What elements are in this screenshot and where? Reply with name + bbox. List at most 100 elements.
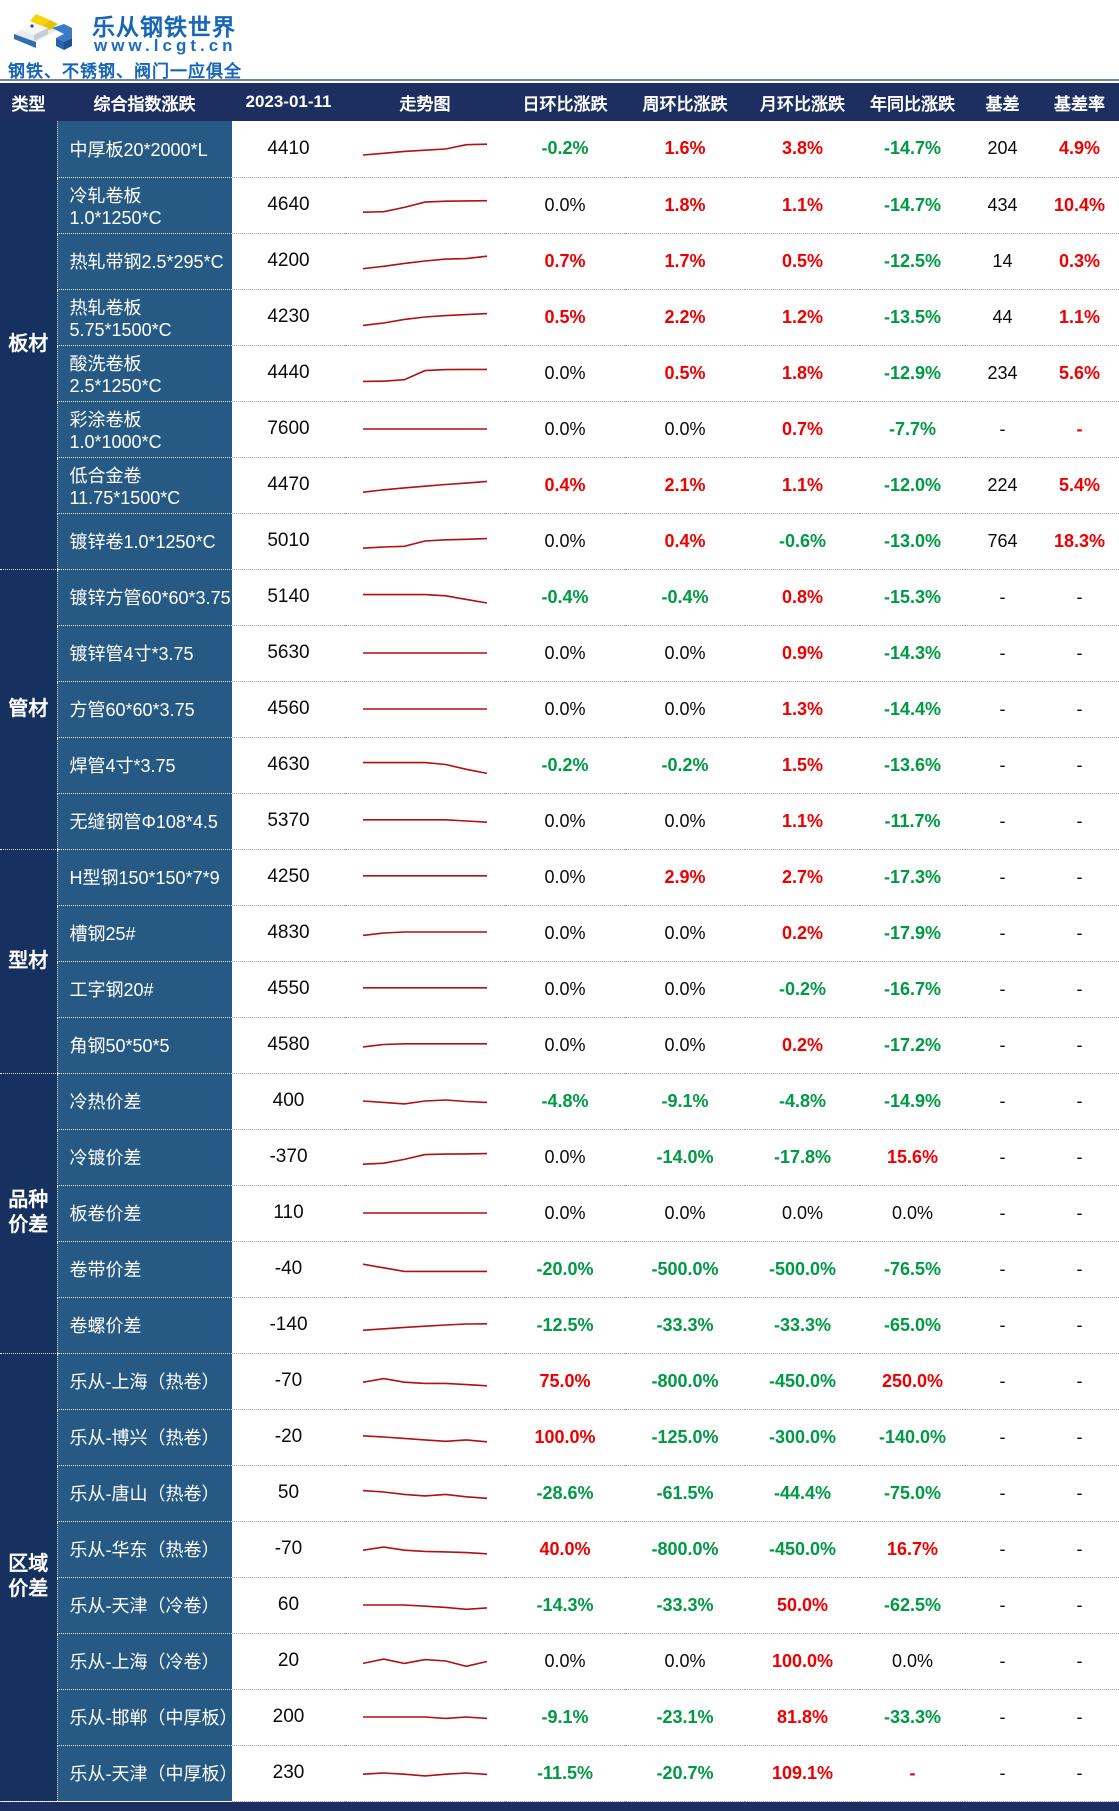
column-header-9: 基差率 xyxy=(1040,83,1119,121)
trend-cell xyxy=(345,121,505,178)
month-change: 100.0% xyxy=(745,1633,860,1690)
basis: - xyxy=(965,1017,1040,1074)
month-change: 1.8% xyxy=(745,345,860,402)
basis: - xyxy=(965,849,1040,906)
basis: 234 xyxy=(965,345,1040,402)
day-change: 75.0% xyxy=(505,1353,625,1410)
month-change: 50.0% xyxy=(745,1577,860,1634)
year-change: -12.9% xyxy=(860,345,965,402)
product-name: 乐从-天津（冷卷） xyxy=(56,1577,232,1634)
table-row: 乐从-华东（热卷） -70 40.0% -800.0% -450.0% 16.7% - - xyxy=(0,1521,1119,1578)
week-change: 0.0% xyxy=(625,793,745,850)
index-value: -20 xyxy=(232,1409,345,1466)
week-change: -14.0% xyxy=(625,1129,745,1186)
index-value: 5140 xyxy=(232,569,345,626)
trend-sparkline xyxy=(363,819,488,823)
product-name: 酸洗卷板2.5*1250*C xyxy=(56,345,232,402)
column-header-6: 月环比涨跌 xyxy=(745,83,860,121)
year-change: -14.7% xyxy=(860,177,965,234)
day-change: -28.6% xyxy=(505,1465,625,1522)
table-row: 热轧卷板5.75*1500*C 4230 0.5% 2.2% 1.2% -13.5% 44 1… xyxy=(0,289,1119,346)
trend-sparkline xyxy=(363,1604,488,1611)
year-change: -14.3% xyxy=(860,625,965,682)
product-name: 乐从-天津（中厚板） xyxy=(56,1745,238,1802)
group-label: 管材 xyxy=(0,569,57,850)
trend-sparkline xyxy=(362,368,487,383)
brand-url-link[interactable]: www.lcgt.cn xyxy=(94,36,237,55)
week-change: 0.0% xyxy=(625,961,745,1018)
basis: - xyxy=(965,1633,1040,1690)
table-header-row: 类型 综合指数涨跌 2023-01-11 走势图 日环比涨跌 周环比涨跌 月环比涨跌 年同比涨… xyxy=(0,83,1119,121)
index-value: 4470 xyxy=(232,457,345,514)
month-change: 1.2% xyxy=(745,289,860,346)
basis-rate: 18.3% xyxy=(1040,513,1119,570)
trend-sparkline xyxy=(362,1772,488,1777)
product-name: 冷热价差 xyxy=(56,1073,232,1130)
basis-rate: - xyxy=(1040,1745,1119,1802)
product-name: 乐从-上海（冷卷） xyxy=(56,1633,232,1690)
trend-sparkline xyxy=(362,1435,488,1443)
product-name: 焊管4寸*3.75 xyxy=(56,737,232,794)
week-change: 0.0% xyxy=(625,625,745,682)
trend-sparkline xyxy=(363,987,487,989)
basis: 44 xyxy=(965,289,1040,346)
week-change: -9.1% xyxy=(625,1073,745,1130)
product-name: 无缝钢管Φ108*4.5 xyxy=(56,793,232,850)
index-value: 7600 xyxy=(232,401,345,458)
day-change: 0.0% xyxy=(505,1017,625,1074)
week-change: -33.3% xyxy=(625,1577,745,1634)
basis: 224 xyxy=(965,457,1040,514)
product-name: H型钢150*150*7*9 xyxy=(56,849,232,906)
basis: - xyxy=(965,1689,1040,1746)
month-change: -0.2% xyxy=(745,961,860,1018)
year-change: 15.6% xyxy=(860,1129,965,1186)
product-name: 彩涂卷板1.0*1000*C xyxy=(56,401,232,458)
week-change: 2.9% xyxy=(625,849,745,906)
product-name: 方管60*60*3.75 xyxy=(56,681,232,738)
basis-rate: - xyxy=(1040,569,1119,626)
index-value: 4630 xyxy=(232,737,345,794)
table-row: 工字钢20# 4550 0.0% 0.0% -0.2% -16.7% - - xyxy=(0,961,1119,1018)
basis-rate: - xyxy=(1040,961,1119,1018)
trend-cell xyxy=(345,681,505,738)
product-name: 乐从-博兴（热卷） xyxy=(56,1409,232,1466)
year-change: -75.0% xyxy=(860,1465,965,1522)
basis-rate: - xyxy=(1040,1241,1119,1298)
month-change: 1.5% xyxy=(745,737,860,794)
table-row: 品种价差 冷热价差 400 -4.8% -9.1% -4.8% -14.9% - - xyxy=(0,1073,1119,1354)
year-change: -33.3% xyxy=(860,1689,965,1746)
week-change: -20.7% xyxy=(625,1745,745,1802)
trend-cell xyxy=(345,625,505,682)
year-change: -13.5% xyxy=(860,289,965,346)
week-change: 0.4% xyxy=(625,513,745,570)
table-row: 方管60*60*3.75 4560 0.0% 0.0% 1.3% -14.4% - - xyxy=(0,681,1119,738)
trend-sparkline xyxy=(362,931,487,937)
basis-rate: - xyxy=(1040,793,1119,850)
trend-sparkline xyxy=(362,480,488,493)
basis-rate: - xyxy=(1040,1465,1119,1522)
trend-sparkline xyxy=(362,255,488,270)
basis: - xyxy=(965,1353,1040,1410)
year-change: -13.0% xyxy=(860,513,965,570)
year-change: -13.6% xyxy=(860,737,965,794)
basis: - xyxy=(965,1073,1040,1130)
trend-cell xyxy=(345,849,505,906)
basis-rate: - xyxy=(1040,1633,1119,1690)
product-name: 热轧带钢2.5*295*C xyxy=(56,233,232,290)
basis-rate: - xyxy=(1040,1129,1119,1186)
table-row: 区域价差 乐从-上海（热卷） -70 75.0% -800.0% -450.0% 250.0… xyxy=(0,1353,1119,1802)
trend-cell xyxy=(345,1129,505,1186)
basis: - xyxy=(965,1577,1040,1634)
trend-sparkline xyxy=(362,1043,487,1048)
year-change: -65.0% xyxy=(860,1297,965,1354)
week-change: 1.7% xyxy=(625,233,745,290)
month-change: 0.8% xyxy=(745,569,860,626)
index-value: 110 xyxy=(232,1185,345,1242)
index-value: 200 xyxy=(232,1689,345,1746)
basis: - xyxy=(965,1241,1040,1298)
week-change: -0.4% xyxy=(625,569,745,626)
table-row: 冷轧卷板1.0*1250*C 4640 0.0% 1.8% 1.1% -14.7% 434 1… xyxy=(0,177,1119,234)
trend-cell xyxy=(345,233,505,290)
month-change: -450.0% xyxy=(745,1353,860,1410)
